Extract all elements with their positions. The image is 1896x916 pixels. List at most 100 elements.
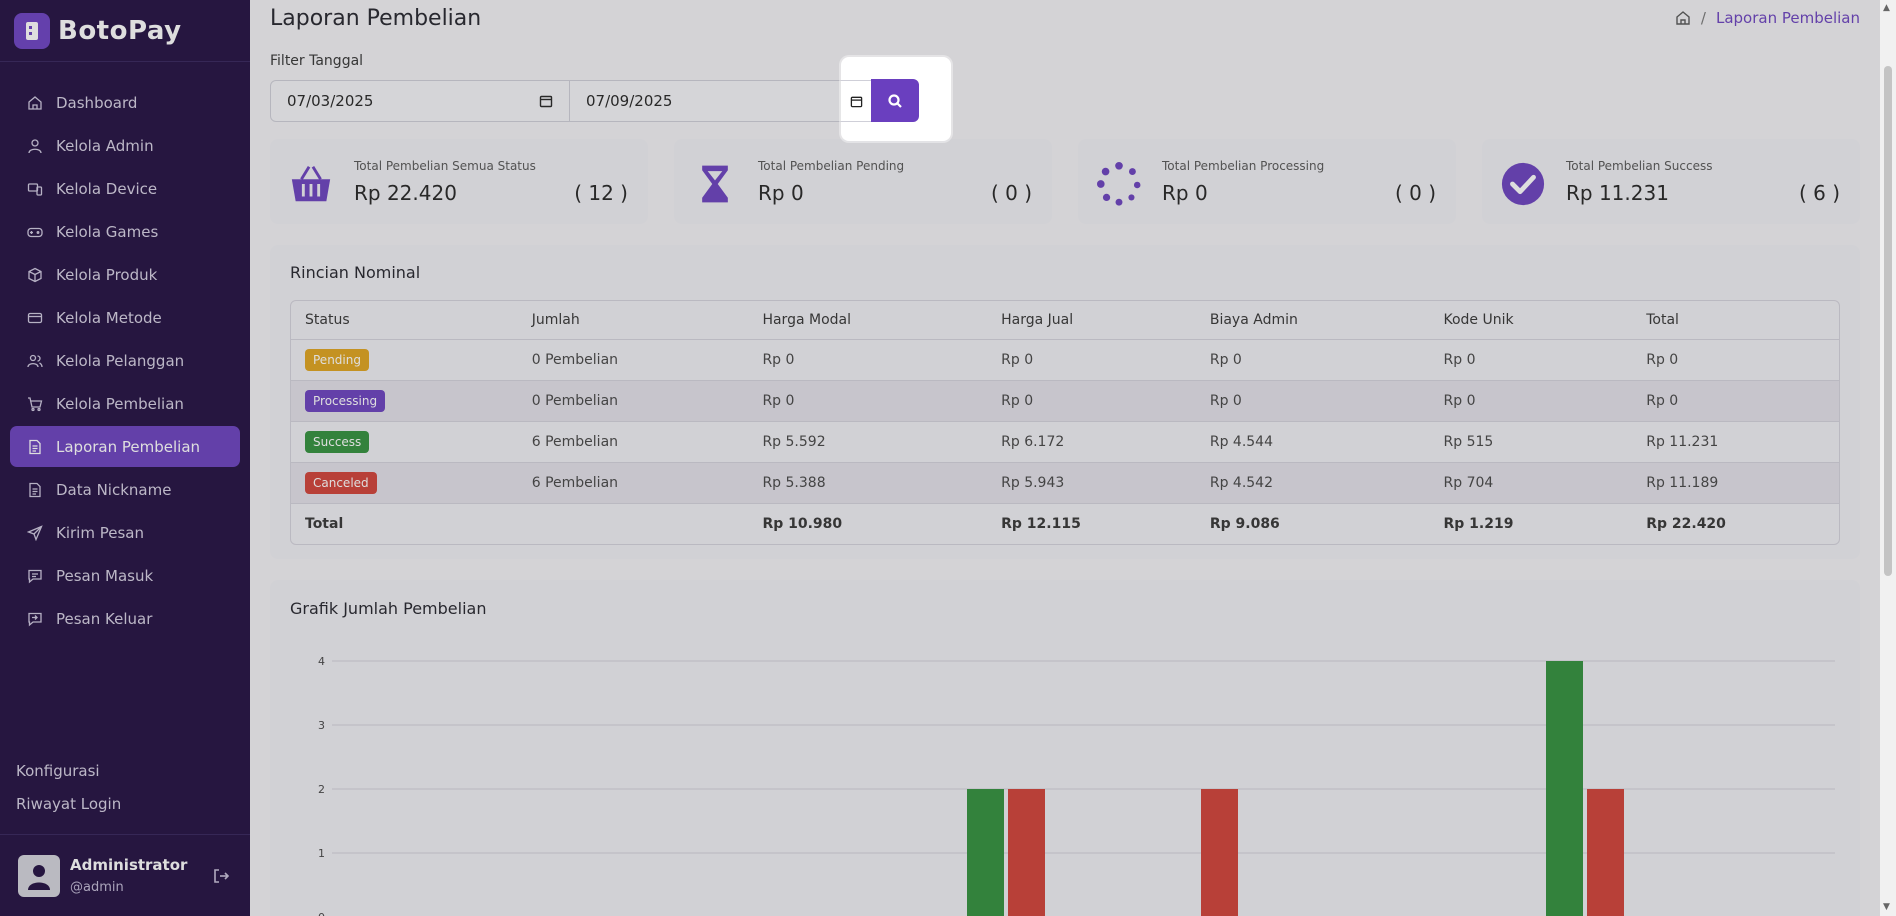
stat-label: Total Pembelian Semua Status: [354, 159, 536, 173]
sidebar-item-laporan-pembelian[interactable]: Laporan Pembelian: [10, 426, 240, 467]
sidebar-item-label: Kelola Pelanggan: [56, 351, 185, 370]
sidebar-item-label: Pesan Masuk: [56, 566, 154, 585]
y-tick-label: 4: [318, 655, 325, 668]
chart-bar[interactable]: [1008, 789, 1045, 916]
date-from-input[interactable]: 07/03/2025: [270, 80, 570, 122]
chart-bar[interactable]: [1201, 789, 1238, 916]
message-out-icon: [26, 610, 44, 628]
document-icon: [26, 481, 44, 499]
user-handle: @admin: [70, 880, 124, 895]
sidebar-item-data-nickname[interactable]: Data Nickname: [10, 469, 240, 510]
table-cell: 0 Pembelian: [517, 339, 749, 381]
rincian-table: Status Jumlah Harga Modal Harga Jual Biaya A…: [290, 300, 1840, 545]
stat-label: Total Pembelian Pending: [758, 159, 905, 173]
scroll-up-icon[interactable]: ▲: [1883, 3, 1890, 13]
table-cell: Rp 5.943: [987, 462, 1196, 504]
table-cell: 0 Pembelian: [517, 380, 749, 422]
table-cell: Rp 0: [987, 380, 1196, 422]
table-cell: Rp 0: [1195, 380, 1430, 422]
table-cell: Rp 0: [1632, 339, 1839, 381]
date-to-input[interactable]: 07/09/2025: [570, 80, 870, 122]
chart-bar[interactable]: [1587, 789, 1624, 916]
sidebar: BotoPay Dashboard Kelola Admin Kelola Devi…: [0, 0, 250, 916]
column-header: Harga Modal: [748, 301, 988, 340]
date-filter: 07/03/2025 07/09/2025: [270, 80, 870, 122]
sidebar-item-label: Kirim Pesan: [56, 523, 144, 542]
y-tick-label: 0: [318, 911, 325, 916]
sidebar-nav: Dashboard Kelola Admin Kelola Device Kelola…: [0, 62, 250, 639]
table-cell: Rp 5.592: [748, 421, 988, 463]
sidebar-item-label: Data Nickname: [56, 480, 172, 499]
y-tick-label: 1: [318, 847, 325, 860]
sidebar-item-kelola-games[interactable]: Kelola Games: [10, 211, 240, 252]
chart-bar[interactable]: [967, 789, 1004, 916]
calendar-icon[interactable]: [850, 95, 863, 108]
main-content: Laporan Pembelian / Laporan Pembelian Fi…: [250, 0, 1880, 916]
stat-count: ( 0 ): [1394, 181, 1436, 205]
stat-label: Total Pembelian Processing: [1162, 159, 1325, 173]
sidebar-item-label: Kelola Device: [56, 179, 158, 198]
scrollbar[interactable]: ▲ ▼: [1880, 0, 1896, 916]
sidebar-item-pesan-masuk[interactable]: Pesan Masuk: [10, 555, 240, 596]
brand-name: BotoPay: [58, 15, 182, 46]
status-cell: Canceled: [291, 462, 518, 504]
sidebar-item-kelola-pembelian[interactable]: Kelola Pembelian: [10, 383, 240, 424]
table-cell: Rp 4.542: [1195, 462, 1430, 504]
column-header: Harga Jual: [987, 301, 1196, 340]
purchase-chart: 0 1 2 3 4: [318, 655, 1835, 916]
sidebar-link-riwayat-login[interactable]: Riwayat Login: [16, 794, 122, 813]
scroll-thumb[interactable]: [1884, 66, 1892, 576]
brand-logo-icon: [14, 12, 50, 49]
date-to-calendar[interactable]: [841, 80, 871, 122]
user-name: Administrator: [70, 856, 188, 874]
sidebar-item-kelola-admin[interactable]: Kelola Admin: [10, 125, 240, 166]
home-icon[interactable]: [1675, 10, 1691, 26]
brand[interactable]: BotoPay: [0, 0, 250, 62]
breadcrumb-separator: /: [1700, 9, 1706, 27]
stat-label: Total Pembelian Success: [1566, 159, 1713, 173]
gamepad-icon: [26, 223, 44, 241]
card-icon: [26, 309, 44, 327]
sidebar-item-kirim-pesan[interactable]: Kirim Pesan: [10, 512, 240, 553]
table-row: Success 6 Pembelian Rp 5.592 Rp 6.172 Rp 4.5…: [291, 421, 1839, 463]
table-cell: Rp 0: [1429, 339, 1633, 381]
total-cell: Rp 10.980: [762, 515, 843, 532]
table-total-row: Total Rp 10.980 Rp 12.115 Rp 9.086 Rp 1.219 R…: [291, 503, 1839, 544]
status-badge: Canceled: [305, 471, 377, 494]
total-cell: Rp 9.086: [1209, 515, 1280, 532]
scroll-down-icon[interactable]: ▼: [1883, 902, 1890, 912]
sidebar-item-kelola-metode[interactable]: Kelola Metode: [10, 297, 240, 338]
box-icon: [26, 266, 44, 284]
table-cell: Rp 0: [748, 339, 988, 381]
search-button[interactable]: [871, 79, 919, 122]
table-row: Pending 0 Pembelian Rp 0 Rp 0 Rp 0 Rp 0 Rp 0: [291, 339, 1839, 381]
stat-value: Rp 0: [758, 181, 804, 205]
chart-bar[interactable]: [1546, 661, 1583, 916]
chart-title: Grafik Jumlah Pembelian: [290, 599, 487, 618]
sidebar-item-pesan-keluar[interactable]: Pesan Keluar: [10, 598, 240, 639]
calendar-icon[interactable]: [539, 94, 553, 108]
sidebar-item-dashboard[interactable]: Dashboard: [10, 82, 240, 123]
table-cell: Rp 0: [1429, 380, 1633, 422]
sidebar-item-kelola-pelanggan[interactable]: Kelola Pelanggan: [10, 340, 240, 381]
column-header: Jumlah: [517, 301, 749, 340]
stat-card: Total Pembelian Semua Status Rp 22.420 ( 1…: [270, 139, 648, 224]
spinner-icon: [1096, 161, 1142, 207]
logout-icon[interactable]: [212, 867, 230, 885]
search-icon: [888, 93, 902, 108]
stat-count: ( 6 ): [1798, 181, 1840, 205]
stat-value: Rp 11.231: [1566, 181, 1669, 205]
status-cell: Pending: [291, 339, 518, 381]
column-header: Kode Unik: [1429, 301, 1633, 340]
sidebar-item-label: Dashboard: [56, 93, 138, 112]
sidebar-item-label: Kelola Metode: [56, 308, 162, 327]
stats-row: Total Pembelian Semua Status Rp 22.420 ( 1…: [270, 139, 1886, 224]
sidebar-item-kelola-device[interactable]: Kelola Device: [10, 168, 240, 209]
page-title: Laporan Pembelian: [270, 6, 482, 31]
sidebar-item-kelola-produk[interactable]: Kelola Produk: [10, 254, 240, 295]
total-cell: Rp 22.420: [1646, 515, 1726, 532]
status-badge: Success: [305, 430, 370, 453]
total-cell: Rp 1.219: [1443, 515, 1514, 532]
table-cell: 6 Pembelian: [517, 462, 749, 504]
sidebar-link-konfigurasi[interactable]: Konfigurasi: [16, 761, 100, 780]
